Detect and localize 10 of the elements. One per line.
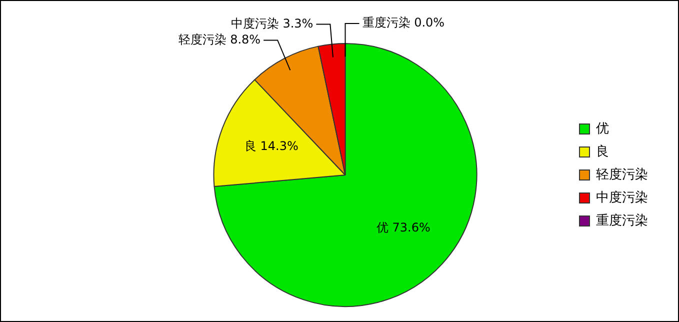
legend-label: 良: [596, 144, 609, 160]
category-label: 重度污染 0.0%: [362, 16, 445, 30]
category-label: 优 73.6%: [376, 220, 430, 234]
category-label: 中度污染 3.3%: [230, 16, 314, 30]
category-label: 轻度污染 8.8%: [178, 32, 261, 46]
legend-label: 中度污染: [596, 189, 648, 206]
legend-label: 优: [596, 121, 609, 136]
legend-label: 重度污染: [596, 212, 648, 228]
legend-label: 轻度污染: [596, 166, 648, 182]
category-label: 良 14.3%: [244, 139, 298, 154]
